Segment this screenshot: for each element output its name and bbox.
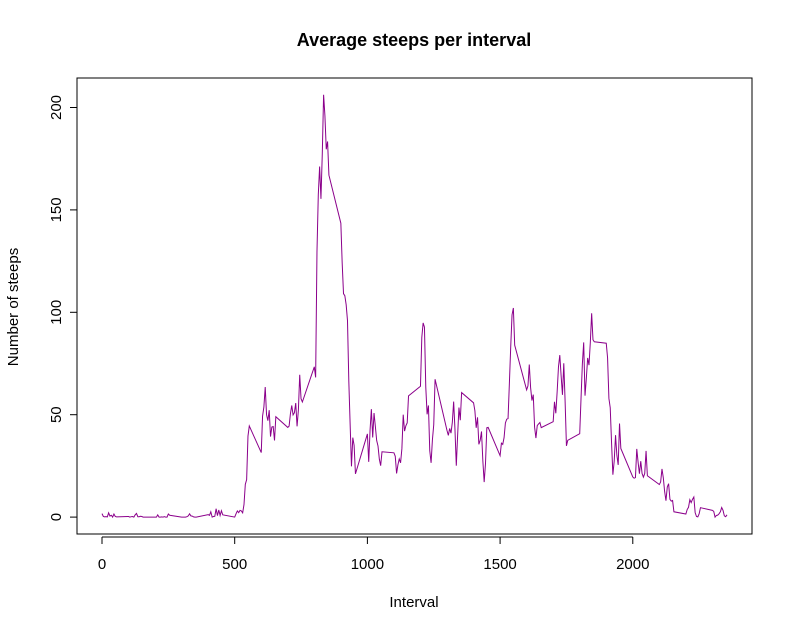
x-tick-label: 500 <box>222 556 247 573</box>
y-axis-label: Number of steeps <box>5 248 22 366</box>
plot-frame <box>76 77 753 535</box>
y-tick-label: 150 <box>48 197 65 222</box>
y-tick-label: 50 <box>48 406 65 423</box>
y-tick-label: 0 <box>48 513 65 521</box>
x-tick-label: 0 <box>98 556 106 573</box>
y-tick-label: 100 <box>48 300 65 325</box>
x-tick-label: 1000 <box>351 556 384 573</box>
x-tick-label: 1500 <box>483 556 516 573</box>
x-tick-label: 2000 <box>616 556 649 573</box>
y-tick-label: 200 <box>48 95 65 120</box>
data-line <box>101 94 728 519</box>
x-axis-label: Interval <box>389 594 438 611</box>
chart-title: Average steeps per interval <box>297 30 531 50</box>
